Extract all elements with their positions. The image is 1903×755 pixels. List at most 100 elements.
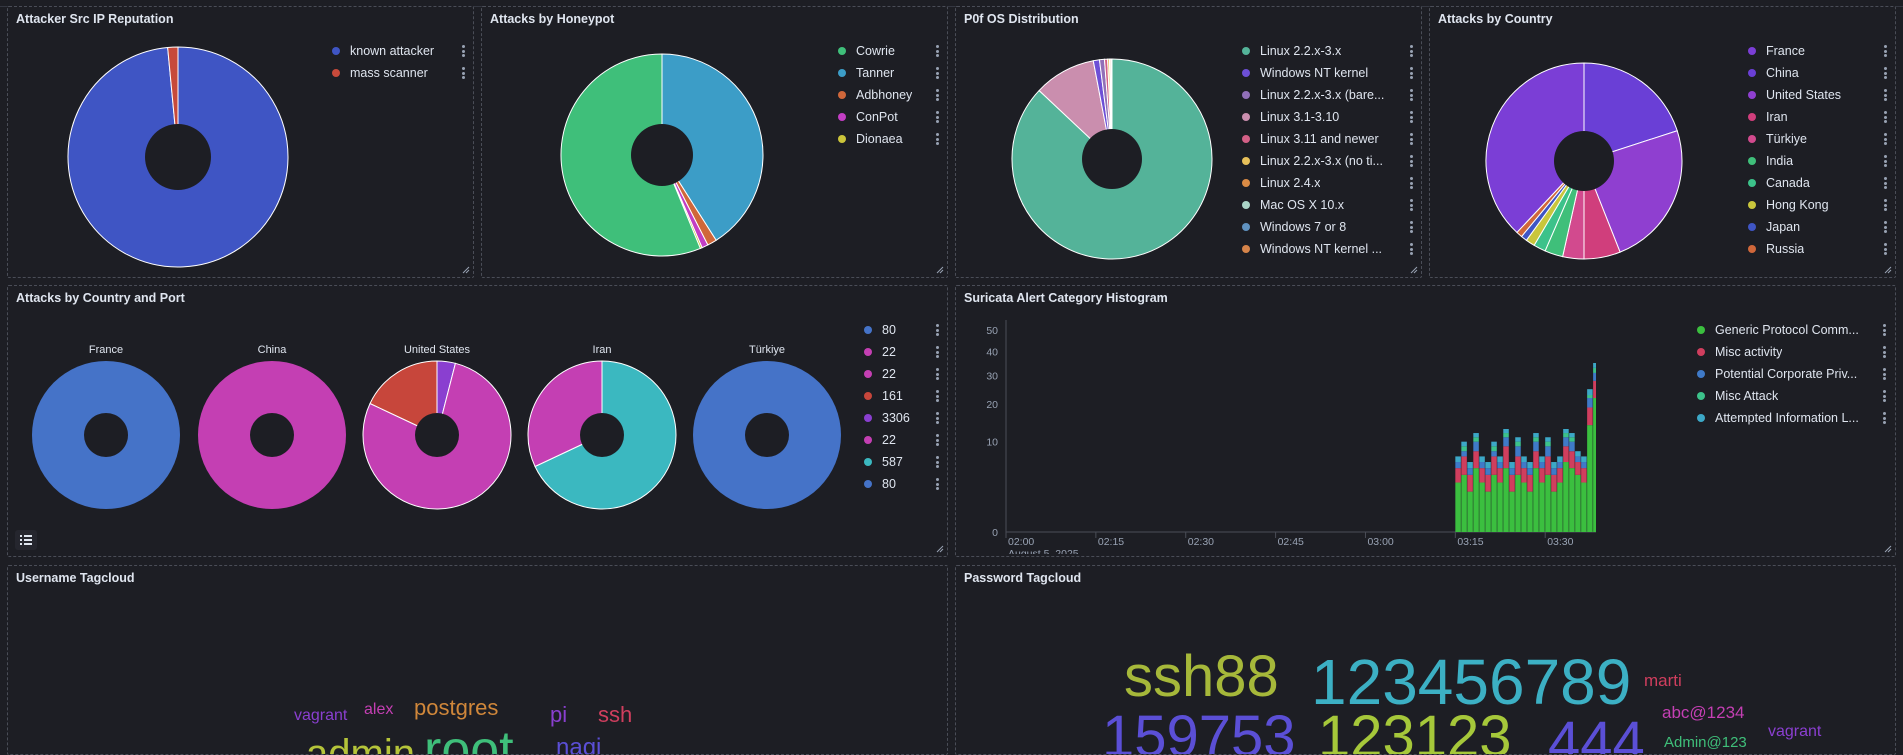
histogram-bar[interactable] <box>1581 462 1587 468</box>
resize-handle[interactable] <box>936 266 944 274</box>
histogram-bar[interactable] <box>1497 456 1503 462</box>
histogram-bar[interactable] <box>1497 462 1503 468</box>
histogram-bar[interactable] <box>1461 446 1467 451</box>
tag-word[interactable]: Admin@123 <box>1664 735 1747 750</box>
histogram-bar[interactable] <box>1581 468 1587 482</box>
legend-item[interactable]: Dionaea <box>838 128 940 150</box>
legend-options-icon[interactable] <box>936 478 940 490</box>
histogram-bar[interactable] <box>1473 468 1479 532</box>
histogram-bar[interactable] <box>1485 475 1491 492</box>
legend-options-icon[interactable] <box>1884 67 1888 79</box>
histogram-bar[interactable] <box>1455 456 1461 462</box>
histogram-bar[interactable] <box>1527 468 1533 475</box>
legend-item[interactable]: Japan <box>1748 216 1888 238</box>
legend-item[interactable]: Russia <box>1748 238 1888 260</box>
histogram-bar[interactable] <box>1461 456 1467 474</box>
legend-item[interactable]: Mac OS X 10.x <box>1242 194 1414 216</box>
legend-item[interactable]: Hong Kong <box>1748 194 1888 216</box>
legend-item[interactable]: mass scanner <box>332 62 466 84</box>
legend-item[interactable]: Cowrie <box>838 40 940 62</box>
histogram-bar[interactable] <box>1479 468 1485 482</box>
legend-item[interactable]: 587 <box>864 451 940 473</box>
legend-options-icon[interactable] <box>1410 133 1414 145</box>
legend-options-icon[interactable] <box>1410 45 1414 57</box>
histogram-bar[interactable] <box>1563 446 1569 462</box>
histogram-bar[interactable] <box>1551 492 1557 532</box>
legend-options-icon[interactable] <box>936 133 940 145</box>
histogram-bar[interactable] <box>1455 468 1461 482</box>
histogram-bar[interactable] <box>1515 456 1521 474</box>
histogram-bar[interactable] <box>1515 442 1521 447</box>
legend-item[interactable]: Linux 2.2.x-3.x <box>1242 40 1414 62</box>
legend-item[interactable]: Windows NT kernel <box>1242 62 1414 84</box>
histogram-bar[interactable] <box>1539 456 1545 462</box>
histogram-bar[interactable] <box>1575 456 1581 462</box>
legend-item[interactable]: 161 <box>864 385 940 407</box>
histogram-bar[interactable] <box>1569 437 1575 441</box>
tag-word[interactable]: abc@1234 <box>1662 704 1745 721</box>
histogram-bar[interactable] <box>1563 433 1569 437</box>
histogram-bar[interactable] <box>1515 437 1521 441</box>
legend-options-icon[interactable] <box>1884 111 1888 123</box>
histogram-bar[interactable] <box>1551 475 1557 492</box>
legend-options-icon[interactable] <box>936 111 940 123</box>
histogram-bar[interactable] <box>1563 429 1569 433</box>
legend-options-icon[interactable] <box>1884 221 1888 233</box>
legend-item[interactable]: Canada <box>1748 172 1888 194</box>
histogram-bar[interactable] <box>1587 395 1593 398</box>
histogram-bar[interactable] <box>1533 451 1539 468</box>
histogram-bar[interactable] <box>1503 437 1509 446</box>
legend-item[interactable]: 80 <box>864 319 940 341</box>
tag-word[interactable]: pi <box>550 704 567 726</box>
legend-item[interactable]: 22 <box>864 341 940 363</box>
legend-item[interactable]: Misc Attack <box>1697 385 1887 407</box>
legend-options-icon[interactable] <box>1884 133 1888 145</box>
histogram-bar[interactable] <box>1521 483 1527 532</box>
resize-handle[interactable] <box>1884 545 1892 553</box>
histogram-bar[interactable] <box>1515 446 1521 456</box>
histogram-bar[interactable] <box>1503 433 1509 437</box>
histogram-bar[interactable] <box>1479 483 1485 532</box>
histogram-bar[interactable] <box>1569 451 1575 468</box>
legend-item[interactable]: 22 <box>864 363 940 385</box>
legend-options-icon[interactable] <box>1410 199 1414 211</box>
histogram-bar[interactable] <box>1515 475 1521 532</box>
legend-item[interactable]: ConPot <box>838 106 940 128</box>
histogram-bar[interactable] <box>1593 368 1596 373</box>
legend-item[interactable]: Generic Protocol Comm... <box>1697 319 1887 341</box>
histogram-bar[interactable] <box>1569 433 1575 437</box>
legend-item[interactable]: Linux 2.4.x <box>1242 172 1414 194</box>
histogram-bar[interactable] <box>1461 451 1467 456</box>
histogram-bar[interactable] <box>1455 462 1461 468</box>
legend-options-icon[interactable] <box>1884 243 1888 255</box>
legend-options-icon[interactable] <box>1883 390 1887 402</box>
histogram-bar[interactable] <box>1581 456 1587 462</box>
legend-options-icon[interactable] <box>936 412 940 424</box>
histogram-bar[interactable] <box>1539 462 1545 468</box>
legend-item[interactable]: France <box>1748 40 1888 62</box>
histogram-bar[interactable] <box>1473 451 1479 468</box>
histogram-bar[interactable] <box>1539 468 1545 482</box>
legend-item[interactable]: India <box>1748 150 1888 172</box>
legend-options-icon[interactable] <box>1884 155 1888 167</box>
histogram-bar[interactable] <box>1593 381 1596 398</box>
histogram-bar[interactable] <box>1593 398 1596 532</box>
legend-options-icon[interactable] <box>1410 221 1414 233</box>
legend-options-icon[interactable] <box>1884 45 1888 57</box>
histogram-bar[interactable] <box>1593 373 1596 381</box>
histogram-bar[interactable] <box>1557 483 1563 532</box>
histogram-bar[interactable] <box>1503 468 1509 532</box>
histogram-bar[interactable] <box>1575 462 1581 475</box>
legend-item[interactable]: Adbhoney <box>838 84 940 106</box>
legend-options-icon[interactable] <box>936 346 940 358</box>
legend-options-icon[interactable] <box>1410 243 1414 255</box>
histogram-bar[interactable] <box>1521 468 1527 482</box>
histogram-bar[interactable] <box>1473 437 1479 441</box>
histogram-bar[interactable] <box>1467 492 1473 532</box>
legend-item[interactable]: Linux 3.11 and newer <box>1242 128 1414 150</box>
histogram-bar[interactable] <box>1521 456 1527 462</box>
